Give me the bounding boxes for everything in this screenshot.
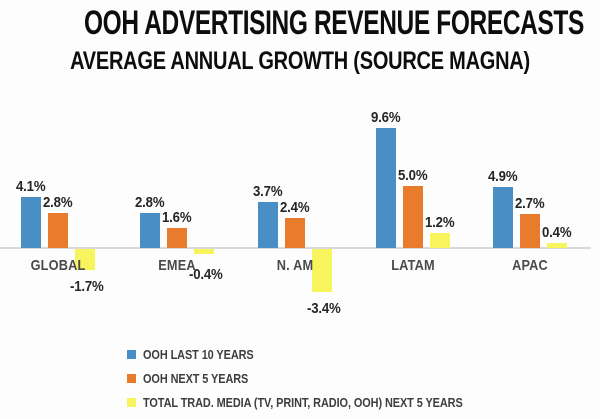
bar-total-trad-media-tv-print-radio-ooh-next-5-years-latam (430, 233, 450, 248)
value-label-ooh-last-10-years-apac: 4.9% (488, 167, 518, 185)
value-label-ooh-last-10-years-emea: 2.8% (135, 194, 165, 211)
category-label-n-am: N. AM (276, 257, 314, 274)
value-label-total-trad-media-tv-print-radio-ooh-next-5-years-n-am: -3.4% (307, 299, 341, 317)
bar-ooh-next-5-years-apac (520, 214, 540, 248)
value-label-ooh-next-5-years-global: 2.8% (43, 194, 73, 211)
value-label-ooh-last-10-years-latam: 9.6% (371, 109, 401, 126)
bar-ooh-next-5-years-global (48, 213, 68, 248)
bar-ooh-last-10-years-apac (493, 186, 513, 248)
legend-swatch-icon (127, 398, 136, 407)
bar-total-trad-media-tv-print-radio-ooh-next-5-years-apac (547, 243, 567, 248)
value-label-total-trad-media-tv-print-radio-ooh-next-5-years-latam: 1.2% (425, 214, 455, 231)
bar-ooh-next-5-years-emea (167, 228, 187, 248)
legend-item-ooh-last-10-years: OOH LAST 10 YEARS (127, 348, 524, 361)
legend-label: TOTAL TRAD. MEDIA (TV, PRINT, RADIO, OOH… (143, 395, 463, 410)
bar-ooh-last-10-years-emea (140, 213, 160, 248)
value-label-ooh-next-5-years-latam: 5.0% (398, 166, 428, 184)
legend-label: OOH LAST 10 YEARS (143, 347, 254, 362)
value-label-total-trad-media-tv-print-radio-ooh-next-5-years-emea: -0.4% (189, 266, 223, 283)
bar-total-trad-media-tv-print-radio-ooh-next-5-years-global (75, 249, 95, 271)
legend-swatch-icon (127, 374, 136, 383)
value-label-ooh-next-5-years-n-am: 2.4% (280, 199, 310, 216)
x-axis-line (0, 247, 591, 249)
bar-total-trad-media-tv-print-radio-ooh-next-5-years-n-am (312, 249, 332, 292)
value-label-ooh-next-5-years-emea: 1.6% (162, 209, 192, 226)
bar-ooh-last-10-years-n-am (258, 201, 278, 248)
legend: OOH LAST 10 YEARS OOH NEXT 5 YEARS TOTAL T… (127, 348, 524, 409)
legend-item-ooh-next-5-years: OOH NEXT 5 YEARS (127, 372, 524, 385)
chart-title: OOH ADVERTISING REVENUE FORECASTS (83, 4, 584, 42)
value-label-ooh-last-10-years-n-am: 3.7% (253, 182, 283, 200)
value-label-total-trad-media-tv-print-radio-ooh-next-5-years-global: -1.7% (70, 278, 104, 296)
chart-subtitle: AVERAGE ANNUAL GROWTH (SOURCE MAGNA) (70, 47, 530, 75)
legend-swatch-icon (127, 350, 136, 359)
bar-ooh-next-5-years-n-am (285, 218, 305, 248)
value-label-ooh-next-5-years-apac: 2.7% (515, 195, 545, 213)
bar-ooh-last-10-years-global (21, 196, 41, 248)
category-label-emea: EMEA (158, 257, 196, 274)
legend-item-total-trad-media-tv-print-radio-ooh-next-5-years: TOTAL TRAD. MEDIA (TV, PRINT, RADIO, OOH… (127, 396, 524, 409)
category-label-latam: LATAM (391, 257, 435, 274)
bar-ooh-next-5-years-latam (403, 185, 423, 248)
legend-label: OOH NEXT 5 YEARS (143, 371, 249, 386)
bar-total-trad-media-tv-print-radio-ooh-next-5-years-emea (194, 249, 214, 254)
category-label-global: GLOBAL (30, 257, 86, 274)
category-label-apac: APAC (512, 257, 548, 274)
bar-ooh-last-10-years-latam (376, 128, 396, 248)
value-label-ooh-last-10-years-global: 4.1% (16, 177, 46, 195)
value-label-total-trad-media-tv-print-radio-ooh-next-5-years-apac: 0.4% (542, 224, 572, 241)
